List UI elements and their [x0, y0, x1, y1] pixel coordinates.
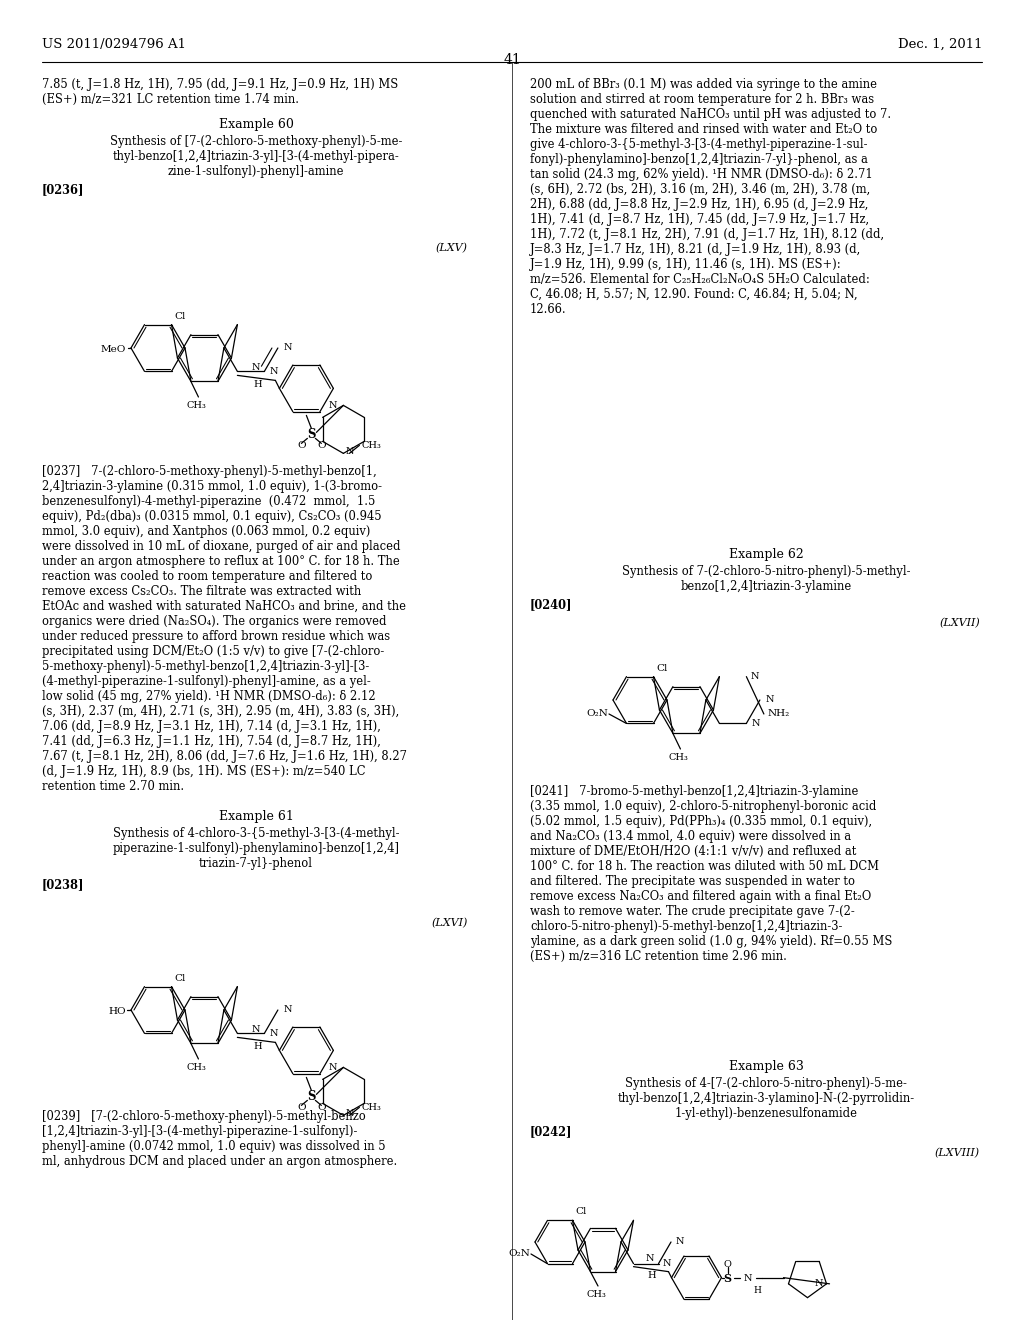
Text: N: N: [751, 672, 759, 681]
Text: Cl: Cl: [656, 664, 669, 672]
Text: O: O: [317, 1104, 326, 1111]
Text: Example 60: Example 60: [218, 117, 294, 131]
Text: [0236]: [0236]: [42, 183, 85, 195]
Text: NH₂: NH₂: [768, 710, 791, 718]
Text: N: N: [329, 1063, 337, 1072]
Text: N: N: [676, 1238, 684, 1246]
Text: CH₃: CH₃: [586, 1290, 606, 1299]
Text: O: O: [724, 1261, 731, 1269]
Text: N: N: [815, 1279, 823, 1288]
Text: Synthesis of 7-(2-chloro-5-nitro-phenyl)-5-methyl-
benzo[1,2,4]triazin-3-ylamine: Synthesis of 7-(2-chloro-5-nitro-phenyl)…: [622, 565, 910, 593]
Text: S: S: [307, 428, 315, 441]
Text: O: O: [297, 441, 306, 450]
Text: 41: 41: [503, 53, 521, 67]
Text: CH₃: CH₃: [669, 752, 688, 762]
Text: N: N: [251, 1024, 260, 1034]
Text: O₂N: O₂N: [508, 1250, 530, 1258]
Text: N: N: [284, 1006, 293, 1015]
Text: Cl: Cl: [175, 974, 186, 982]
Text: N: N: [743, 1274, 752, 1283]
Text: CH₃: CH₃: [361, 1104, 381, 1111]
Text: Cl: Cl: [175, 312, 186, 321]
Text: CH₃: CH₃: [186, 1063, 207, 1072]
Text: N: N: [284, 343, 293, 352]
Text: [0240]: [0240]: [530, 598, 572, 611]
Text: US 2011/0294796 A1: US 2011/0294796 A1: [42, 38, 186, 51]
Text: (LXVIII): (LXVIII): [935, 1148, 980, 1159]
Text: Synthesis of 4-chloro-3-{5-methyl-3-[3-(4-methyl-
piperazine-1-sulfonyl)-phenyla: Synthesis of 4-chloro-3-{5-methyl-3-[3-(…: [113, 828, 399, 870]
Text: (LXVII): (LXVII): [939, 618, 980, 628]
Text: Dec. 1, 2011: Dec. 1, 2011: [897, 38, 982, 51]
Text: H: H: [648, 1271, 656, 1280]
Text: N: N: [646, 1254, 654, 1263]
Text: Example 61: Example 61: [218, 810, 294, 822]
Text: Cl: Cl: [575, 1208, 587, 1216]
Text: H: H: [754, 1286, 762, 1295]
Text: N: N: [269, 367, 278, 376]
Text: [0242]: [0242]: [530, 1125, 572, 1138]
Text: [0241]   7-bromo-5-methyl-benzo[1,2,4]triazin-3-ylamine
(3.35 mmol, 1.0 equiv), : [0241] 7-bromo-5-methyl-benzo[1,2,4]tria…: [530, 785, 892, 964]
Text: O: O: [297, 1104, 306, 1111]
Text: N: N: [752, 719, 760, 727]
Text: N: N: [345, 447, 354, 455]
Text: S: S: [724, 1274, 731, 1284]
Text: N: N: [251, 363, 260, 372]
Text: [0239]   [7-(2-chloro-5-methoxy-phenyl)-5-methyl-benzo
[1,2,4]triazin-3-yl]-[3-(: [0239] [7-(2-chloro-5-methoxy-phenyl)-5-…: [42, 1110, 397, 1168]
Text: 7.85 (t, J=1.8 Hz, 1H), 7.95 (dd, J=9.1 Hz, J=0.9 Hz, 1H) MS
(ES+) m/z=321 LC re: 7.85 (t, J=1.8 Hz, 1H), 7.95 (dd, J=9.1 …: [42, 78, 398, 106]
Text: MeO: MeO: [100, 345, 126, 354]
Text: (LXVI): (LXVI): [432, 917, 468, 928]
Text: N: N: [345, 1109, 354, 1118]
Text: H: H: [253, 1041, 262, 1051]
Text: CH₃: CH₃: [361, 441, 381, 450]
Text: Synthesis of 4-[7-(2-chloro-5-nitro-phenyl)-5-me-
thyl-benzo[1,2,4]triazin-3-yla: Synthesis of 4-[7-(2-chloro-5-nitro-phen…: [617, 1077, 914, 1119]
Text: Example 62: Example 62: [729, 548, 804, 561]
Text: O₂N: O₂N: [586, 710, 608, 718]
Text: CH₃: CH₃: [186, 401, 207, 411]
Text: [0237]   7-(2-chloro-5-methoxy-phenyl)-5-methyl-benzo[1,
2,4]triazin-3-ylamine (: [0237] 7-(2-chloro-5-methoxy-phenyl)-5-m…: [42, 465, 407, 793]
Text: (LXV): (LXV): [436, 243, 468, 253]
Text: N: N: [329, 401, 337, 411]
Text: 200 mL of BBr₃ (0.1 M) was added via syringe to the amine
solution and stirred a: 200 mL of BBr₃ (0.1 M) was added via syr…: [530, 78, 891, 315]
Text: O: O: [317, 441, 326, 450]
Text: H: H: [253, 380, 262, 389]
Text: N: N: [663, 1259, 671, 1269]
Text: [0238]: [0238]: [42, 878, 85, 891]
Text: Example 63: Example 63: [728, 1060, 804, 1073]
Text: N: N: [269, 1028, 278, 1038]
Text: N: N: [766, 696, 774, 705]
Text: Synthesis of [7-(2-chloro-5-methoxy-phenyl)-5-me-
thyl-benzo[1,2,4]triazin-3-yl]: Synthesis of [7-(2-chloro-5-methoxy-phen…: [110, 135, 402, 178]
Text: HO: HO: [109, 1006, 126, 1015]
Text: S: S: [307, 1090, 315, 1104]
